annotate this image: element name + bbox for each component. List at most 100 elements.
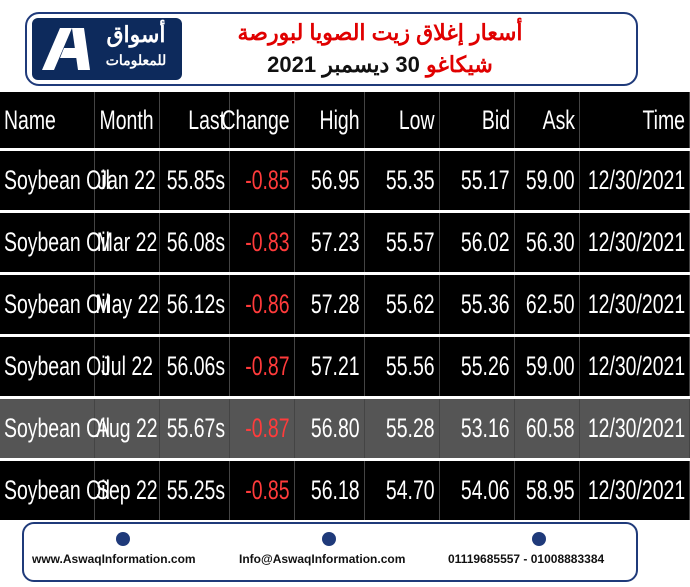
cell-text: Last — [188, 104, 225, 135]
cell: 12/30/2021 — [580, 337, 690, 396]
cell-text: 58.95 — [526, 475, 575, 505]
cell: Last — [160, 92, 230, 148]
cell-text: 55.35 — [386, 165, 435, 195]
cell-text: 12/30/2021 — [587, 165, 685, 195]
phone: 01119685557 - 01008883384 — [448, 552, 605, 566]
cell-text: 60.58 — [526, 413, 575, 443]
phone-icon — [532, 532, 546, 546]
cell: May 22 — [95, 275, 160, 334]
cell: Aug 22 — [95, 399, 160, 458]
cell-text: 56.95 — [311, 165, 360, 195]
cell-text: 12/30/2021 — [587, 227, 685, 257]
cell-text: Aug 22 — [96, 413, 158, 443]
cell: 57.23 — [295, 213, 365, 272]
cell-text: 53.16 — [461, 413, 510, 443]
cell: 59.00 — [515, 337, 580, 396]
cell: 56.02 — [440, 213, 515, 272]
cell: 58.95 — [515, 461, 580, 520]
title-black: 30 ديسمبر 2021 — [267, 52, 420, 77]
logo-icon — [42, 28, 90, 70]
cell-text: 56.12s — [166, 289, 225, 319]
cell: 55.25s — [160, 461, 230, 520]
cell-text: -0.85 — [245, 165, 290, 195]
cell-text: Month — [99, 104, 155, 135]
title-red: شيكاغو — [426, 52, 493, 77]
cell: Soybean Oil — [0, 461, 110, 520]
cell-text: -0.83 — [245, 227, 290, 257]
cell-text: 12/30/2021 — [587, 413, 685, 443]
data-row: Soybean Oil Aug 22 55.67s -0.87 56.80 55.28 53… — [0, 399, 690, 458]
cell: 55.35 — [365, 151, 440, 210]
cell: Soybean Oil — [0, 399, 110, 458]
cell-text: Soybean Oil — [4, 351, 110, 381]
cell-text: May 22 — [95, 289, 159, 319]
cell-text: Soybean Oil — [4, 289, 110, 319]
cell: 59.00 — [515, 151, 580, 210]
cell: Mar 22 — [95, 213, 160, 272]
cell: Soybean Oil — [0, 151, 110, 210]
cell-text: 56.30 — [526, 227, 575, 257]
cell: 55.56 — [365, 337, 440, 396]
cell-text: Mar 22 — [96, 227, 158, 257]
cell: Name — [0, 92, 95, 148]
data-row: Soybean Oil May 22 56.12s -0.86 57.28 55.62 55… — [0, 275, 690, 334]
cell: 55.67s — [160, 399, 230, 458]
cell: Jul 22 — [95, 337, 160, 396]
footer-box: www.AswaqInformation.com Info@AswaqInfor… — [22, 522, 638, 582]
cell-text: -0.87 — [245, 413, 290, 443]
cell-text: Soybean Oil — [4, 165, 110, 195]
cell-text: -0.86 — [245, 289, 290, 319]
cell-text: 55.56 — [386, 351, 435, 381]
cell: Soybean Oil — [0, 337, 110, 396]
cell: Ask — [515, 92, 580, 148]
cell-text: 55.26 — [461, 351, 510, 381]
cell: 12/30/2021 — [580, 151, 690, 210]
cell: 55.62 — [365, 275, 440, 334]
cell: -0.87 — [230, 399, 295, 458]
cell-text: 59.00 — [526, 351, 575, 381]
data-row: Soybean Oil Jan 22 55.85s -0.85 56.95 55.35 55… — [0, 151, 690, 210]
cell-text: Jan 22 — [97, 165, 157, 195]
cell: 56.06s — [160, 337, 230, 396]
cell: 56.18 — [295, 461, 365, 520]
website: www.AswaqInformation.com — [32, 552, 196, 566]
cell: Time — [580, 92, 690, 148]
cell-text: 55.57 — [386, 227, 435, 257]
cell-text: 55.28 — [386, 413, 435, 443]
cell-text: Ask — [542, 104, 575, 135]
cell-text: 56.18 — [311, 475, 360, 505]
email: Info@AswaqInformation.com — [239, 552, 406, 566]
cell-text: 55.17 — [461, 165, 510, 195]
cell: 56.80 — [295, 399, 365, 458]
cell: 54.06 — [440, 461, 515, 520]
cell: 57.21 — [295, 337, 365, 396]
logo-sub: للمعلومات — [105, 52, 167, 68]
cell-text: Jul 22 — [101, 351, 153, 381]
cell: Soybean Oil — [0, 213, 110, 272]
cell: 54.70 — [365, 461, 440, 520]
cell: Jan 22 — [95, 151, 160, 210]
cell: 56.08s — [160, 213, 230, 272]
cell: -0.85 — [230, 151, 295, 210]
cell-text: Bid — [481, 104, 510, 135]
cell-text: 56.02 — [461, 227, 510, 257]
cell-text: 55.25s — [166, 475, 225, 505]
cell: 56.30 — [515, 213, 580, 272]
cell-text: -0.85 — [245, 475, 290, 505]
cell-text: High — [320, 104, 360, 135]
cell: 57.28 — [295, 275, 365, 334]
header-row: Name Month Last Change High Low Bid Ask Time — [0, 92, 690, 148]
title-line1: أسعار إغلاق زيت الصويا لبورصة — [237, 20, 523, 45]
cell-text: 57.21 — [311, 351, 360, 381]
cell-text: Soybean Oil — [4, 227, 110, 257]
cell: Sep 22 — [95, 461, 160, 520]
cell: -0.87 — [230, 337, 295, 396]
header-box — [25, 12, 638, 86]
cell-text: Soybean Oil — [4, 475, 110, 505]
logo-name: أسواق — [106, 22, 166, 47]
cell: 55.28 — [365, 399, 440, 458]
data-row: Soybean Oil Mar 22 56.08s -0.83 57.23 55.57 56… — [0, 213, 690, 272]
cell-text: Sep 22 — [96, 475, 158, 505]
cell: 12/30/2021 — [580, 399, 690, 458]
cell-text: 56.08s — [166, 227, 225, 257]
